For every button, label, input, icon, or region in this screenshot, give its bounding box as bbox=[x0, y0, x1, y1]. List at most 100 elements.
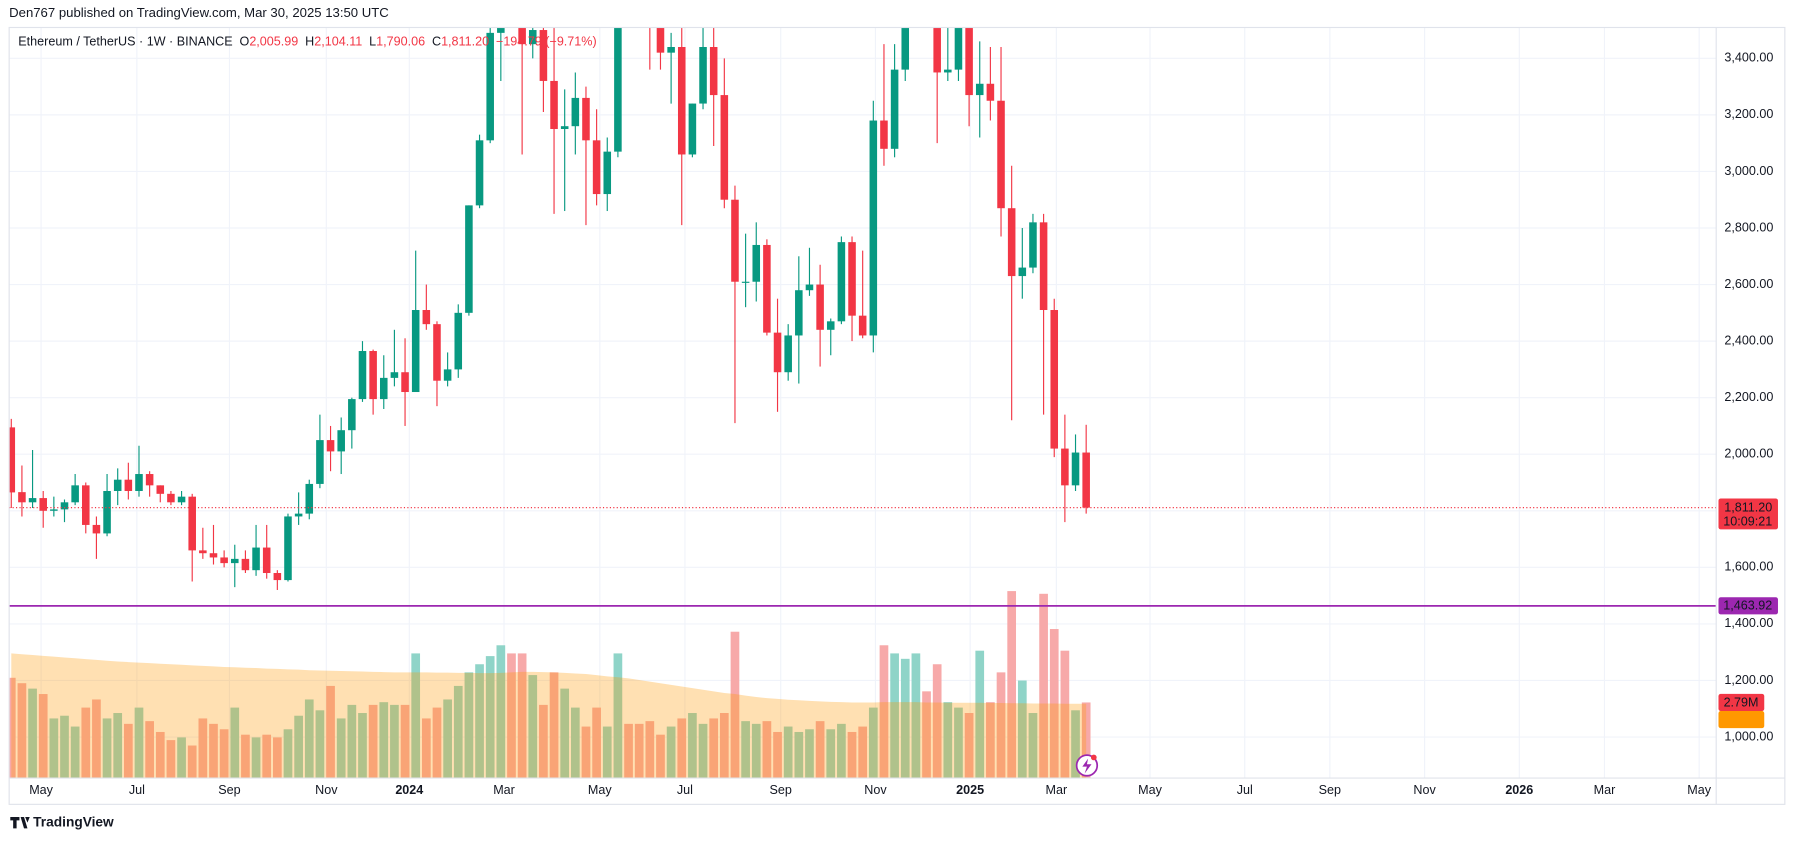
candle-body bbox=[688, 103, 697, 155]
volume-bar bbox=[592, 707, 601, 779]
volume-bar bbox=[134, 707, 144, 779]
candle-body bbox=[39, 498, 47, 511]
volume-bar bbox=[751, 723, 761, 779]
volume-bar bbox=[70, 726, 80, 779]
y-tick-label: 3,200.00 bbox=[1724, 107, 1773, 121]
last-price-label: 1,811.20 bbox=[1724, 501, 1772, 515]
candle-body bbox=[1071, 452, 1080, 486]
volume-bar bbox=[847, 731, 857, 779]
published-note: Den767 published on TradingView.com, Mar… bbox=[9, 5, 389, 20]
candle-body bbox=[273, 573, 282, 581]
candle-body bbox=[667, 47, 675, 53]
volume-bar bbox=[709, 718, 719, 779]
volume-bar bbox=[485, 656, 495, 779]
countdown-label: 10:09:21 bbox=[1723, 514, 1772, 528]
x-tick-label: May bbox=[1687, 783, 1711, 797]
y-tick-label: 3,400.00 bbox=[1724, 51, 1773, 65]
candle-body bbox=[550, 80, 558, 130]
volume-bar bbox=[475, 664, 484, 779]
candle-body bbox=[465, 205, 473, 313]
x-tick-label: May bbox=[588, 783, 612, 797]
candle-body bbox=[773, 332, 782, 373]
candle-body bbox=[199, 550, 207, 554]
volume-bar bbox=[304, 699, 314, 779]
candle-body bbox=[252, 547, 260, 571]
volume-bar bbox=[613, 653, 623, 779]
volume-bar bbox=[390, 704, 399, 779]
candle-body bbox=[560, 126, 569, 130]
volume-bar bbox=[741, 721, 750, 779]
candle-body bbox=[124, 479, 133, 491]
volume-bar bbox=[400, 704, 410, 779]
volume-label: 2.79M bbox=[1724, 695, 1759, 709]
x-tick-label: May bbox=[1138, 783, 1162, 797]
y-tick-label: 1,000.00 bbox=[1724, 729, 1773, 743]
y-tick-label: 2,400.00 bbox=[1724, 333, 1773, 347]
volume-bar bbox=[28, 688, 37, 779]
volume-bar bbox=[145, 721, 154, 779]
candle-body bbox=[816, 284, 824, 330]
volume-bar bbox=[368, 704, 378, 779]
brand-name: TradingView bbox=[33, 814, 114, 829]
x-tick-label: Jul bbox=[1237, 783, 1253, 797]
candle-body bbox=[528, 30, 537, 45]
volume-bar bbox=[570, 707, 580, 779]
volume-bar bbox=[1060, 650, 1070, 779]
candle-body bbox=[188, 496, 196, 551]
candle-body bbox=[933, 27, 941, 73]
candle-body bbox=[337, 430, 345, 452]
volume-bar bbox=[219, 729, 229, 779]
volume-bar bbox=[539, 704, 548, 779]
volume-bar bbox=[326, 685, 335, 779]
candle-body bbox=[752, 244, 761, 282]
volume-bar bbox=[38, 694, 48, 779]
volume-bar bbox=[17, 683, 27, 779]
candle-body bbox=[944, 69, 952, 73]
x-tick-label: Nov bbox=[315, 783, 338, 797]
volume-bar bbox=[155, 731, 165, 779]
volume-bar bbox=[443, 699, 452, 779]
y-tick-label: 2,000.00 bbox=[1724, 447, 1773, 461]
candle-body bbox=[28, 498, 37, 503]
candle-body bbox=[326, 440, 335, 452]
candle-body bbox=[103, 490, 111, 534]
candle-body bbox=[50, 509, 58, 511]
volume-bar bbox=[124, 723, 133, 779]
volume-bar bbox=[645, 721, 655, 779]
volume-bar bbox=[1039, 593, 1048, 779]
volume-bar bbox=[528, 675, 538, 779]
candle-body bbox=[443, 369, 452, 381]
candle-body bbox=[390, 372, 399, 378]
volume-bar bbox=[986, 702, 995, 779]
legend-value: 1,790.06 bbox=[376, 35, 425, 49]
candle-body bbox=[1007, 208, 1016, 277]
volume-bar bbox=[634, 723, 644, 779]
candle-body bbox=[677, 47, 686, 155]
candle-body bbox=[614, 27, 622, 152]
volume-bar bbox=[421, 718, 431, 779]
x-tick-label: Jul bbox=[129, 783, 145, 797]
candle-body bbox=[209, 553, 218, 558]
legend-value: 2,005.99 bbox=[249, 35, 298, 49]
volume-bar bbox=[698, 723, 708, 779]
candle-body bbox=[986, 83, 995, 101]
x-tick-label: May bbox=[29, 783, 53, 797]
volume-bar bbox=[113, 713, 123, 779]
volume-bar bbox=[92, 699, 101, 779]
volume-bar bbox=[656, 734, 665, 779]
volume-bar bbox=[688, 713, 697, 779]
y-tick-label: 1,200.00 bbox=[1724, 673, 1773, 687]
volume-bar bbox=[187, 745, 197, 779]
candle-body bbox=[699, 47, 707, 104]
volume-bar bbox=[602, 726, 612, 779]
volume-bar bbox=[336, 718, 346, 779]
volume-bar bbox=[868, 707, 878, 779]
x-tick-label: Jul bbox=[677, 783, 693, 797]
x-tick-label: Nov bbox=[864, 783, 887, 797]
candle-body bbox=[997, 100, 1005, 209]
volume-bar bbox=[379, 702, 389, 779]
legend-key: O bbox=[240, 35, 250, 49]
candle-body bbox=[795, 290, 803, 336]
candle-body bbox=[954, 27, 963, 70]
volume-bar bbox=[624, 723, 633, 779]
